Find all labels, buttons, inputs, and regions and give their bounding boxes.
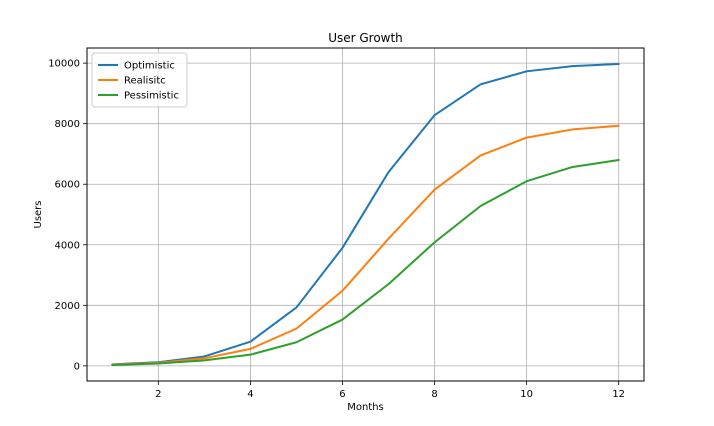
x-tick-label: 6 xyxy=(339,389,345,400)
legend-label-1: Realisitc xyxy=(124,76,166,87)
legend-label-2: Pessimistic xyxy=(124,91,179,102)
chart-title: User Growth xyxy=(328,31,403,45)
y-axis-label: Users xyxy=(33,200,44,228)
y-tick-label: 0 xyxy=(74,361,80,372)
plot-area xyxy=(86,47,645,382)
series-line-1 xyxy=(111,124,620,366)
y-tick-label: 4000 xyxy=(55,240,80,251)
x-tick-label: 4 xyxy=(247,389,253,400)
series-line-0 xyxy=(111,63,620,366)
legend: Optimistic Realisitc Pessimistic xyxy=(91,52,188,108)
axis-ticks: 2 4 6 8 10 12 0 2000 4000 6000 8000 10000 xyxy=(48,59,625,400)
y-tick-label: 6000 xyxy=(55,180,80,191)
y-tick-label: 2000 xyxy=(55,301,80,312)
legend-box xyxy=(91,52,188,108)
legend-label-0: Optimistic xyxy=(124,61,175,72)
series-lines xyxy=(111,63,620,366)
x-tick-label: 8 xyxy=(431,389,437,400)
x-tick-label: 12 xyxy=(612,389,625,400)
x-axis-label: Months xyxy=(347,402,384,413)
y-tick-label: 8000 xyxy=(55,119,80,130)
series-line-2 xyxy=(111,159,620,366)
x-tick-label: 10 xyxy=(520,389,533,400)
x-tick-label: 2 xyxy=(155,389,161,400)
y-tick-label: 10000 xyxy=(48,59,80,70)
